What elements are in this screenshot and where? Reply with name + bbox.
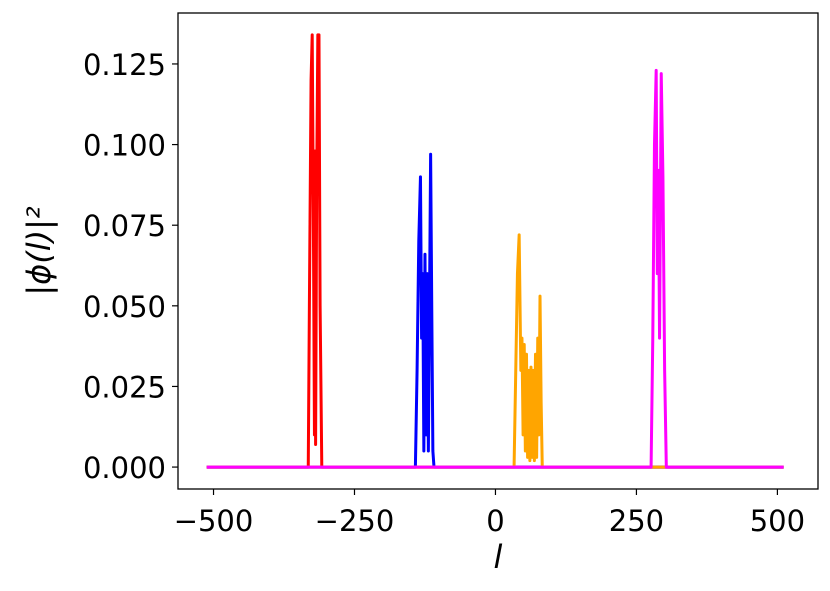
y-tick-label: 0.100 (83, 129, 166, 163)
x-tick-label: 500 (750, 504, 805, 538)
y-tick-label: 0.025 (83, 370, 166, 404)
y-tick-label: 0.075 (83, 209, 166, 243)
y-tick-label: 0.000 (83, 451, 166, 485)
x-tick-label: 0 (486, 504, 504, 538)
y-tick-label: 0.050 (83, 290, 166, 324)
x-tick-label: 250 (609, 504, 664, 538)
x-tick-label: −500 (174, 504, 254, 538)
series-line (206, 233, 784, 469)
series-line (206, 33, 784, 469)
series-line (206, 68, 784, 469)
x-tick-label: −250 (315, 504, 395, 538)
x-axis-label: l (494, 538, 503, 576)
y-tick-label: 0.125 (83, 48, 166, 82)
y-axis-label: |ϕ(l)|² (20, 206, 58, 296)
series-line (206, 152, 784, 469)
plot-frame (177, 12, 819, 490)
